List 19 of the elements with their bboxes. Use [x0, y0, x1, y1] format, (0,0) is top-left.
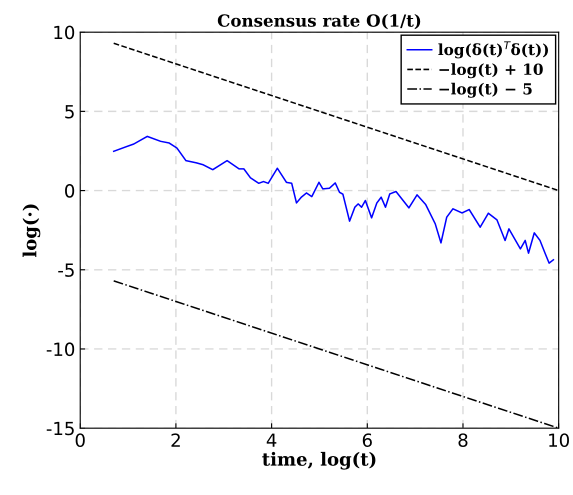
y-tick-label: -15: [46, 422, 74, 436]
x-tick-label: 2: [171, 433, 180, 447]
legend-label: −log(t) + 10: [439, 63, 543, 78]
y-tick-label: -5: [58, 263, 74, 277]
x-tick-label: 8: [458, 433, 468, 448]
x-tick-label: 6: [362, 433, 372, 448]
y-axis-title: log(·): [22, 204, 40, 258]
x-tick-label: 4: [266, 434, 276, 447]
y-tick-label: 5: [65, 105, 74, 118]
y-tick-label: 10: [54, 26, 74, 40]
line-series: [112, 136, 554, 264]
x-tick-label: 10: [549, 433, 569, 448]
legend-label: −log(t) − 5: [439, 82, 532, 98]
y-tick-label: -10: [46, 342, 74, 356]
chart-title: Consensus rate O(1/t): [218, 14, 420, 30]
x-axis-title: time, log(t): [262, 452, 376, 470]
x-tick-label: 0: [76, 433, 85, 448]
legend-label: log(δ(t)$^{T}$δ(t)): [438, 41, 548, 58]
y-tick-label: 0: [65, 184, 74, 198]
